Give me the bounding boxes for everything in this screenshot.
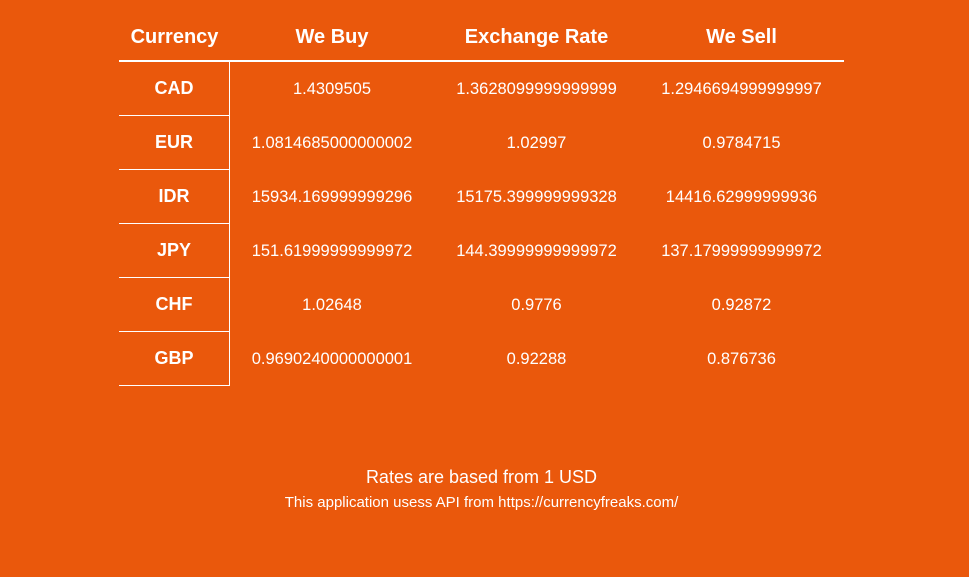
exchange-rate-value: 0.92288 <box>506 349 567 368</box>
exchange-rate-value: 15175.399999999328 <box>456 187 617 206</box>
exchange-rate-table: Currency We Buy Exchange Rate We Sell CA… <box>119 14 844 386</box>
table-row: IDR 15934.169999999296 15175.39999999932… <box>119 170 844 224</box>
currency-code: CHF <box>119 278 230 332</box>
header-we-sell: We Sell <box>706 25 777 48</box>
table-row: GBP 0.9690240000000001 0.92288 0.876736 <box>119 332 844 386</box>
we-buy-value: 0.9690240000000001 <box>251 349 413 368</box>
we-buy-value: 1.0814685000000002 <box>251 133 413 152</box>
currency-code: JPY <box>119 224 230 278</box>
we-sell-value: 0.92872 <box>711 295 772 314</box>
table-row: EUR 1.0814685000000002 1.02997 0.9784715 <box>119 116 844 170</box>
exchange-rate-value: 1.3628099999999999 <box>456 79 617 98</box>
we-sell-value: 137.17999999999972 <box>661 241 822 260</box>
header-we-buy: We Buy <box>295 25 369 48</box>
table-header-row: Currency We Buy Exchange Rate We Sell <box>119 14 844 62</box>
currency-code: EUR <box>119 116 230 170</box>
table-row: JPY 151.61999999999972 144.3999999999997… <box>119 224 844 278</box>
header-exchange-rate: Exchange Rate <box>464 25 609 48</box>
exchange-rate-value: 1.02997 <box>506 133 567 152</box>
we-sell-value: 0.9784715 <box>702 133 781 152</box>
header-currency: Currency <box>130 25 219 48</box>
exchange-rate-value: 0.9776 <box>511 295 562 314</box>
rates-note: Rates are based from 1 USD <box>365 467 598 487</box>
we-buy-value: 1.4309505 <box>293 79 371 98</box>
we-buy-value: 15934.169999999296 <box>251 187 413 206</box>
currency-code: CAD <box>119 62 230 116</box>
we-buy-value: 151.61999999999972 <box>251 241 413 260</box>
table-row: CAD 1.4309505 1.3628099999999999 1.29466… <box>119 62 844 116</box>
table-row: CHF 1.02648 0.9776 0.92872 <box>119 278 844 332</box>
currency-code: IDR <box>119 170 230 224</box>
we-sell-value: 14416.62999999936 <box>665 187 818 206</box>
we-sell-value: 1.2946694999999997 <box>661 79 822 98</box>
exchange-rate-value: 144.39999999999972 <box>456 241 617 260</box>
api-note: This application usess API from https://… <box>284 494 679 511</box>
we-sell-value: 0.876736 <box>707 349 776 368</box>
currency-code: GBP <box>119 332 230 386</box>
we-buy-value: 1.02648 <box>302 295 362 314</box>
